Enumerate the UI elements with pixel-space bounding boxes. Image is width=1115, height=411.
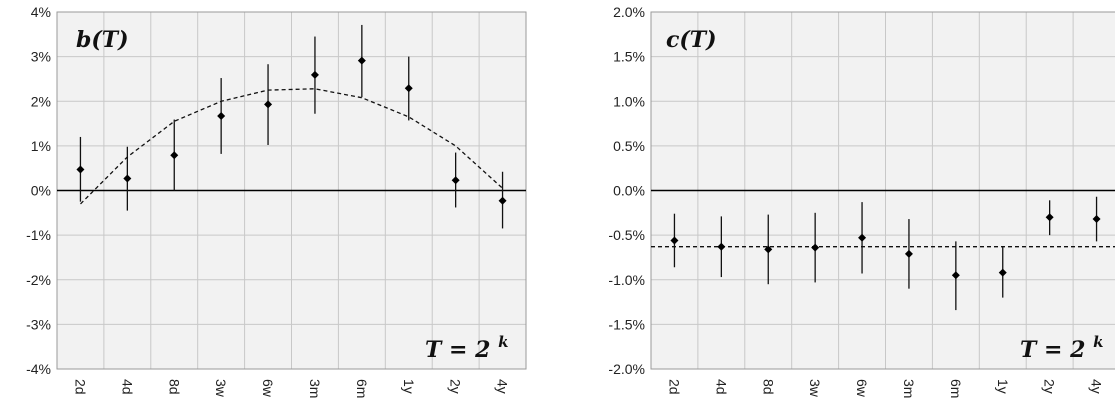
b-xtick-label: 3m (307, 379, 323, 398)
b-ytick-label: 4% (31, 4, 51, 20)
b-xtick-label: 6m (354, 379, 370, 398)
c-data-point (717, 242, 726, 251)
panel-b: 4% 3% 2% 1% 0% -1% -2% -3% -4% 2d 4d 8d 3w 6w 3m 6m 1y 2y… (26, 4, 527, 398)
c-xtick-label: 1y (995, 379, 1011, 394)
b-ytick-label: -2% (26, 272, 51, 288)
panel-b-annotation-base: T = 2 (425, 337, 490, 363)
b-data-point (76, 165, 85, 174)
panel-c: 2.0% 1.5% 1.0% 0.5% 0.0% -0.5% -1.0% -1.5% -2.0%… (608, 4, 1115, 398)
c-xtick-label: 8d (760, 379, 776, 395)
b-xtick-label: 1y (401, 379, 417, 394)
c-data-point (904, 249, 913, 258)
b-data-point (310, 70, 319, 79)
c-ytick-label: -1.0% (608, 272, 645, 288)
b-ytick-label: -1% (26, 227, 51, 243)
b-data-point (498, 196, 507, 205)
c-xtick-label: 4y (1089, 379, 1105, 394)
c-data-point (858, 233, 867, 242)
b-fit-line (80, 88, 504, 205)
b-data-point (217, 111, 226, 120)
c-data-point (811, 243, 820, 252)
panel-b-annotation-exponent: k (498, 333, 508, 351)
b-ytick-label: 2% (31, 93, 51, 109)
c-xtick-label: 2d (666, 379, 682, 395)
c-data-point (1092, 215, 1101, 224)
c-ytick-label: 2.0% (613, 4, 645, 20)
panel-c-title: c(T) (666, 27, 717, 53)
c-ytick-label: 1.0% (613, 93, 645, 109)
panel-c-annotation: T = 2 k (1020, 333, 1104, 363)
b-ytick-label: -3% (26, 316, 51, 332)
c-data-point (670, 236, 679, 245)
panel-c-annotation-base: T = 2 (1020, 337, 1085, 363)
b-data-point (170, 151, 179, 160)
b-ytick-label: 3% (31, 49, 51, 65)
c-xtick-label: 3w (807, 379, 823, 398)
c-ytick-label: 1.5% (613, 49, 645, 65)
c-ytick-label: -2.0% (608, 361, 645, 377)
b-xtick-label: 2d (72, 379, 88, 395)
b-data-point (264, 100, 273, 109)
b-data-point (123, 174, 132, 183)
panel-c-annotation-exponent: k (1093, 333, 1103, 351)
c-xtick-label: 3m (901, 379, 917, 398)
c-xtick-label: 6w (854, 379, 870, 398)
b-xtick-label: 6w (260, 379, 276, 398)
b-xtick-label: 3w (213, 379, 229, 398)
b-ytick-label: -4% (26, 361, 51, 377)
b-data-point (404, 84, 413, 93)
panel-b-annotation: T = 2 k (425, 333, 509, 363)
c-ytick-label: -0.5% (608, 227, 645, 243)
c-data-point (1045, 213, 1054, 222)
b-xtick-label: 2y (448, 379, 464, 394)
c-xtick-label: 4d (713, 379, 729, 395)
c-ytick-label: 0.5% (613, 138, 645, 154)
c-data-point (764, 245, 773, 254)
c-ytick-label: -1.5% (608, 316, 645, 332)
b-data-point (451, 176, 460, 185)
b-xtick-label: 4d (119, 379, 135, 395)
b-ytick-label: 0% (31, 183, 51, 199)
panel-b-title: b(T) (76, 27, 129, 53)
panel-c-plot: 2.0% 1.5% 1.0% 0.5% 0.0% -0.5% -1.0% -1.5% -2.0%… (608, 4, 1115, 398)
b-ytick-label: 1% (31, 138, 51, 154)
b-xtick-label: 4y (495, 379, 511, 394)
b-xtick-label: 8d (166, 379, 182, 395)
panel-b-plot: 4% 3% 2% 1% 0% -1% -2% -3% -4% 2d 4d 8d 3w 6w 3m 6m 1y 2y… (26, 4, 527, 398)
c-xtick-label: 6m (948, 379, 964, 398)
c-data-point (998, 268, 1007, 277)
c-ytick-label: 0.0% (613, 183, 645, 199)
c-data-point (951, 271, 960, 280)
b-data-point (357, 56, 366, 65)
c-xtick-label: 2y (1042, 379, 1058, 394)
